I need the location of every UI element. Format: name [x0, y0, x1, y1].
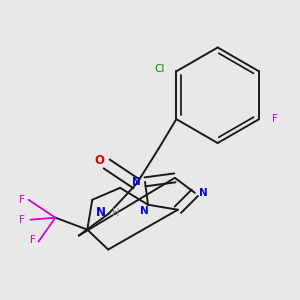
- Text: N: N: [140, 206, 149, 216]
- Text: H: H: [112, 208, 119, 218]
- Text: F: F: [19, 195, 25, 205]
- Text: N: N: [132, 177, 141, 187]
- Text: O: O: [94, 154, 104, 167]
- Text: F: F: [30, 235, 36, 245]
- Text: N: N: [96, 206, 106, 219]
- Text: F: F: [19, 215, 25, 225]
- Text: F: F: [272, 114, 278, 124]
- Text: Cl: Cl: [155, 64, 165, 74]
- Text: N: N: [199, 188, 208, 198]
